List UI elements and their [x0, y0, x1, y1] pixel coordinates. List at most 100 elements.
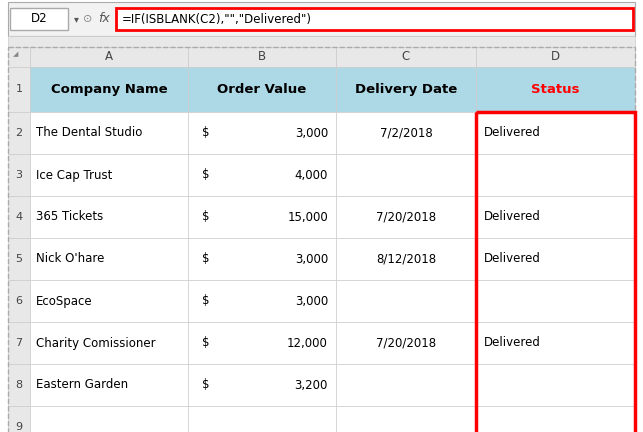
Bar: [476, 112, 635, 432]
Bar: [476, 67, 635, 112]
Bar: [336, 238, 476, 280]
Text: 15,000: 15,000: [287, 210, 328, 223]
Text: ⊙: ⊙: [84, 14, 93, 24]
Bar: [188, 322, 336, 364]
Bar: [188, 364, 336, 406]
Text: $: $: [202, 252, 210, 266]
Text: 4: 4: [15, 212, 23, 222]
Text: Ice Cap Trust: Ice Cap Trust: [36, 168, 113, 181]
Bar: [336, 364, 476, 406]
Bar: [30, 47, 188, 67]
Bar: [476, 112, 635, 154]
Text: $: $: [202, 168, 210, 181]
Bar: [336, 67, 476, 112]
Text: 5: 5: [15, 254, 23, 264]
Text: 7: 7: [15, 338, 23, 348]
Text: 7/20/2018: 7/20/2018: [376, 337, 436, 349]
Text: 4,000: 4,000: [294, 168, 328, 181]
Bar: [8, 280, 30, 322]
Text: Status: Status: [531, 83, 580, 96]
Bar: [30, 280, 188, 322]
Bar: [476, 406, 635, 432]
Bar: [8, 364, 30, 406]
Bar: [8, 112, 30, 154]
Text: Order Value: Order Value: [217, 83, 307, 96]
Bar: [30, 364, 188, 406]
Bar: [476, 196, 635, 238]
Text: ▾: ▾: [73, 14, 78, 24]
Text: ◢: ◢: [13, 51, 19, 57]
Text: 3,000: 3,000: [294, 127, 328, 140]
Bar: [30, 322, 188, 364]
Text: 3,000: 3,000: [294, 295, 328, 308]
Text: Eastern Garden: Eastern Garden: [36, 378, 128, 391]
Bar: [476, 154, 635, 196]
Text: $: $: [202, 210, 210, 223]
Text: $: $: [202, 378, 210, 391]
Text: 2: 2: [15, 128, 23, 138]
Text: fx: fx: [98, 13, 110, 25]
Text: $: $: [202, 295, 210, 308]
Bar: [8, 406, 30, 432]
Bar: [336, 47, 476, 67]
Bar: [30, 67, 188, 112]
Bar: [476, 364, 635, 406]
Text: 7/2/2018: 7/2/2018: [379, 127, 432, 140]
Bar: [188, 238, 336, 280]
Text: $: $: [202, 127, 210, 140]
Bar: [336, 112, 476, 154]
Bar: [8, 154, 30, 196]
Bar: [8, 67, 30, 112]
Text: 365 Tickets: 365 Tickets: [36, 210, 104, 223]
Bar: [476, 322, 635, 364]
Text: =IF(ISBLANK(C2),"","Delivered"): =IF(ISBLANK(C2),"","Delivered"): [122, 13, 312, 25]
Bar: [336, 322, 476, 364]
Text: C: C: [402, 51, 410, 64]
Text: Delivery Date: Delivery Date: [355, 83, 457, 96]
Bar: [188, 47, 336, 67]
Bar: [476, 238, 635, 280]
Text: Company Name: Company Name: [51, 83, 167, 96]
Bar: [336, 406, 476, 432]
Bar: [30, 196, 188, 238]
Text: 9: 9: [15, 422, 23, 432]
Bar: [188, 406, 336, 432]
Bar: [188, 67, 336, 112]
Bar: [188, 154, 336, 196]
Bar: [8, 47, 30, 67]
Text: 7/20/2018: 7/20/2018: [376, 210, 436, 223]
Text: A: A: [105, 51, 113, 64]
Text: 8: 8: [15, 380, 23, 390]
Bar: [10, 8, 68, 30]
Text: $: $: [202, 337, 210, 349]
Bar: [30, 238, 188, 280]
Text: 1: 1: [15, 85, 23, 95]
Bar: [30, 406, 188, 432]
Text: D: D: [551, 51, 560, 64]
Text: 3,000: 3,000: [294, 252, 328, 266]
Text: Nick O'hare: Nick O'hare: [36, 252, 104, 266]
Text: 3: 3: [15, 170, 23, 180]
Bar: [188, 196, 336, 238]
Text: D2: D2: [31, 13, 48, 25]
Text: Charity Comissioner: Charity Comissioner: [36, 337, 156, 349]
Text: The Dental Studio: The Dental Studio: [36, 127, 142, 140]
Bar: [8, 2, 635, 36]
Bar: [476, 280, 635, 322]
Bar: [8, 322, 30, 364]
Bar: [30, 154, 188, 196]
Text: B: B: [258, 51, 266, 64]
Bar: [8, 36, 635, 47]
Bar: [116, 8, 633, 30]
Text: 6: 6: [15, 296, 23, 306]
Text: 8/12/2018: 8/12/2018: [376, 252, 436, 266]
Text: Delivered: Delivered: [484, 127, 541, 140]
Bar: [8, 238, 30, 280]
Bar: [30, 112, 188, 154]
Text: Delivered: Delivered: [484, 210, 541, 223]
Text: Delivered: Delivered: [484, 337, 541, 349]
Bar: [336, 196, 476, 238]
Text: EcoSpace: EcoSpace: [36, 295, 93, 308]
Bar: [8, 196, 30, 238]
Bar: [188, 280, 336, 322]
